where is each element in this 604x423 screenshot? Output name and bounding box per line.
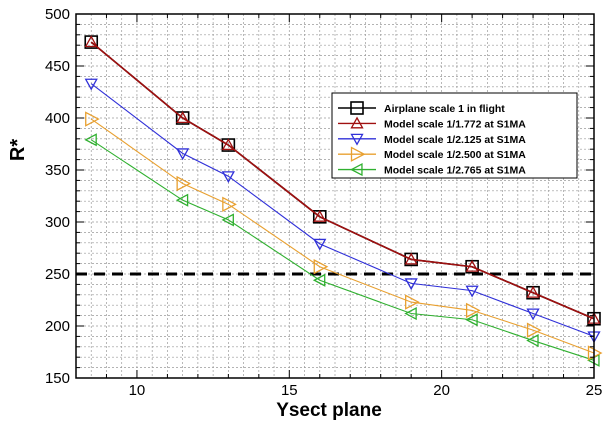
x-axis-title: Ysect plane xyxy=(276,400,382,421)
data-point xyxy=(526,322,542,338)
y-tick-label: 300 xyxy=(45,214,70,231)
legend-label: Model scale 1/1.772 at S1MA xyxy=(384,118,526,130)
legend-marker xyxy=(350,163,363,177)
data-point xyxy=(465,285,479,298)
data-point xyxy=(84,35,98,48)
data-point xyxy=(84,78,98,91)
data-point xyxy=(313,259,329,275)
data-point xyxy=(175,193,189,207)
data-point xyxy=(176,111,190,124)
data-point xyxy=(405,294,420,310)
series-4 xyxy=(85,111,603,361)
series-layer xyxy=(84,35,603,367)
legend-entry-4: Model scale 1/2.500 at S1MA xyxy=(338,146,526,162)
data-point xyxy=(176,175,192,192)
data-point xyxy=(526,285,540,298)
data-point xyxy=(465,259,479,272)
data-point xyxy=(404,278,418,291)
grid xyxy=(75,13,595,379)
legend: Airplane scale 1 in flight Model scale 1/… xyxy=(331,92,578,179)
data-point xyxy=(176,148,190,161)
data-point xyxy=(313,238,327,251)
legend-marker xyxy=(350,133,364,146)
legend-label: Airplane scale 1 in flight xyxy=(384,103,505,115)
legend-entry-3: Model scale 1/2.125 at S1MA xyxy=(338,133,526,146)
legend-entry-2: Model scale 1/1.772 at S1MA xyxy=(338,116,526,130)
y-tick-label: 200 xyxy=(45,318,70,335)
y-tick-label: 250 xyxy=(45,266,70,283)
legend-label: Model scale 1/2.500 at S1MA xyxy=(384,149,526,161)
data-point xyxy=(465,313,478,327)
x-tick-label: 25 xyxy=(586,382,603,399)
x-tick-label: 20 xyxy=(433,382,450,399)
legend-label: Model scale 1/2.125 at S1MA xyxy=(384,134,526,146)
legend-label: Model scale 1/2.765 at S1MA xyxy=(384,165,526,177)
y-tick-label: 450 xyxy=(45,58,70,75)
data-point xyxy=(587,345,603,361)
y-tick-label: 500 xyxy=(45,6,70,23)
data-point xyxy=(222,196,237,212)
data-point xyxy=(221,213,234,227)
series-5 xyxy=(84,133,600,367)
legend-marker xyxy=(350,116,364,129)
series-line xyxy=(90,83,595,337)
data-point xyxy=(526,308,540,321)
x-tick-label: 10 xyxy=(129,382,146,399)
legend-entry-5: Model scale 1/2.765 at S1MA xyxy=(338,163,526,177)
series-line xyxy=(90,139,595,361)
axis-ticks: 10 15 20 25 150 200 250 300 350 400 450 500 xyxy=(45,6,602,399)
legend-box xyxy=(331,92,578,179)
legend-marker xyxy=(350,146,366,162)
series-line xyxy=(90,41,595,320)
data-point xyxy=(84,133,97,147)
data-point xyxy=(85,111,100,127)
legend-marker xyxy=(350,101,364,115)
y-tick-label: 150 xyxy=(45,370,70,387)
data-point xyxy=(221,171,235,184)
y-tick-label: 400 xyxy=(45,110,70,127)
y-axis-title: R* xyxy=(7,139,29,161)
data-point xyxy=(526,333,539,348)
series-2 xyxy=(84,35,601,324)
x-tick-label: 15 xyxy=(281,382,298,399)
data-point xyxy=(465,302,481,319)
plot-frame xyxy=(75,13,595,379)
data-point xyxy=(221,138,235,151)
series-3 xyxy=(84,78,601,344)
data-point xyxy=(404,252,418,265)
data-point xyxy=(312,273,326,287)
data-point xyxy=(404,306,417,321)
data-point xyxy=(313,209,327,222)
y-tick-label: 350 xyxy=(45,162,70,179)
legend-entry-1: Airplane scale 1 in flight xyxy=(338,101,505,115)
series-line xyxy=(90,118,595,354)
